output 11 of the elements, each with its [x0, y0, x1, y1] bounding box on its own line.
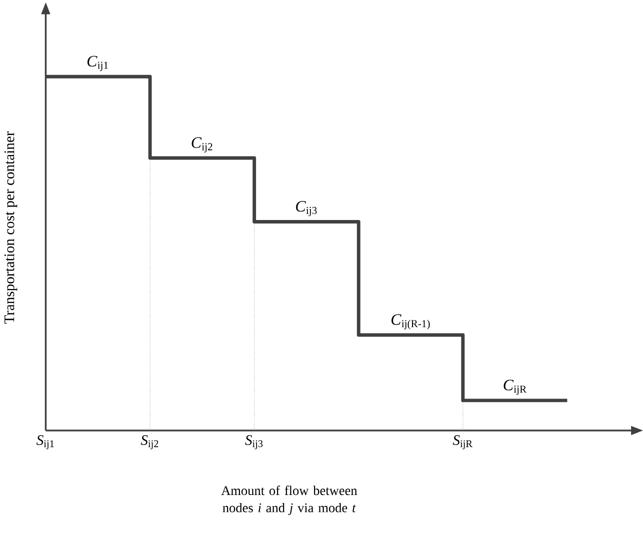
annotation: C$_{ijR}$	[504, 380, 527, 395]
x-tick-label: S$_{ij2}$	[140, 435, 158, 450]
y-axis-title: Transportation cost per container	[4, 131, 18, 324]
annotation: C$_{ij1}$	[87, 56, 108, 72]
x-tick-label: S$_{ij1}$	[36, 435, 54, 450]
x-tick-label: S$_{ijR}$	[452, 435, 472, 450]
annotation: C$_{ij3}$	[296, 201, 317, 216]
annotation: C$_{ij2}$	[192, 137, 212, 153]
x-tick-label: S$_{ij3}$	[245, 435, 263, 450]
annotation: C$_{ij(R-1)}$	[392, 314, 430, 330]
x-axis-title: Amount of flow between nodes i and j via mode t	[221, 486, 358, 516]
